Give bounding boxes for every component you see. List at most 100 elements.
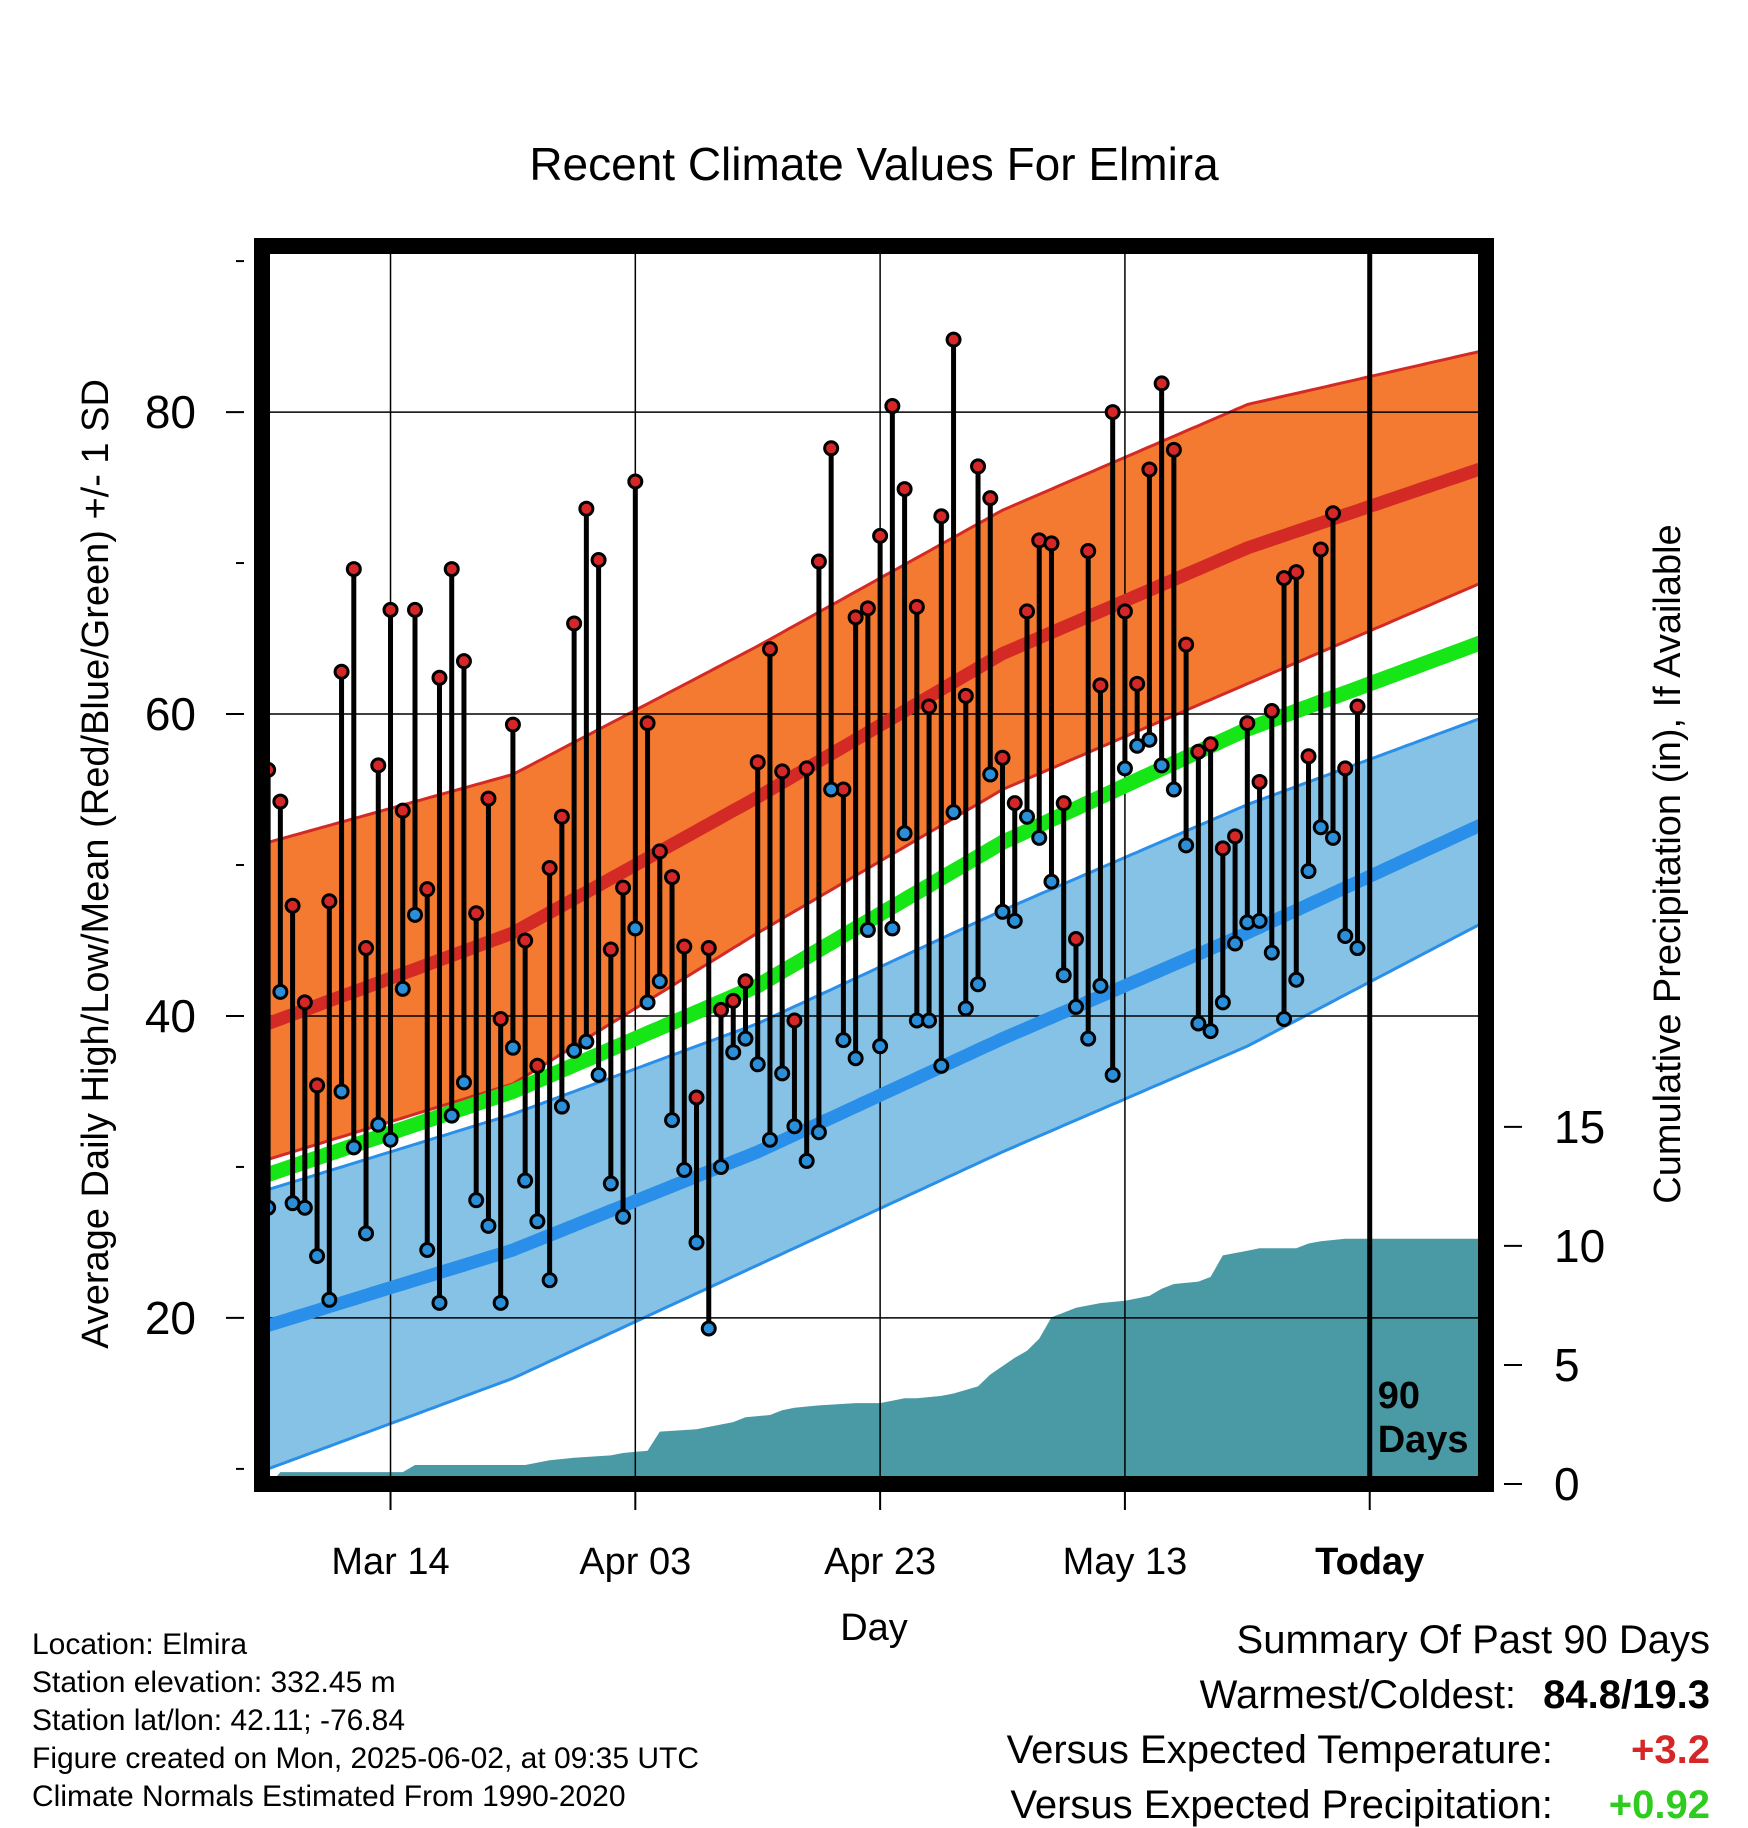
high-point [1153,375,1170,392]
high-point [1129,675,1146,692]
temp-label: Versus Expected Temperature: [1006,1728,1553,1772]
high-point [884,398,901,415]
low-point [1227,935,1244,952]
low-point [1141,731,1158,748]
high-point [284,897,301,914]
low-point [1202,1023,1219,1040]
high-point [1080,542,1097,559]
low-point [370,1116,387,1133]
high-point [1067,930,1084,947]
low-point [504,1039,521,1056]
temp-row: Versus Expected Temperature: +3.2 [1007,1728,1710,1773]
high-point [1251,773,1268,790]
low-point [737,1030,754,1047]
high-point [1104,404,1121,421]
low-point [529,1213,546,1230]
low-point [321,1291,338,1308]
low-point [517,1172,534,1189]
high-point [847,609,864,626]
high-point [602,941,619,958]
high-point [345,561,362,578]
low-point [982,766,999,783]
low-point [394,980,411,997]
low-point [615,1208,632,1225]
low-point [272,983,289,1000]
summary-title: Summary Of Past 90 Days [1236,1618,1710,1662]
low-point [419,1241,436,1258]
low-point [798,1152,815,1169]
high-point [480,790,497,807]
high-point [1300,748,1317,765]
high-point [1116,603,1133,620]
low-point [847,1050,864,1067]
high-point [761,641,778,658]
high-point [419,881,436,898]
low-point [786,1118,803,1135]
high-point [1190,743,1207,760]
high-point [921,698,938,715]
today-days-label: 90 [1378,1375,1420,1417]
low-point [541,1272,558,1289]
low-point [725,1044,742,1061]
precipitation-fill [268,1238,1480,1484]
low-point [1178,837,1195,854]
high-point [627,473,644,490]
chart-title: Recent Climate Values For Elmira [529,138,1219,190]
low-point [1288,971,1305,988]
low-point [713,1158,729,1175]
low-point [443,1107,460,1124]
high-point [664,869,681,886]
low-point [1092,977,1109,994]
daily-observations [262,331,1366,1337]
low-point [994,903,1011,920]
location-text: Location: Elmira [32,1628,248,1661]
high-sd-band [262,348,1486,1161]
high-point [896,481,913,498]
y2-tick-label: 5 [1554,1339,1580,1391]
y-axis-label: Average Daily High/Low/Mean (Red/Blue/Gr… [75,379,117,1349]
high-point [749,754,766,771]
x-tick-label: Apr 03 [579,1541,691,1583]
low-point [345,1139,362,1156]
low-point [859,921,876,938]
low-point [309,1248,326,1265]
high-point [994,749,1011,766]
high-point [517,932,534,949]
y-tick-label: 60 [145,688,196,740]
high-point [676,938,693,955]
station-info: Location: Elmira Station elevation: 332.… [32,1626,699,1816]
low-point [590,1066,607,1083]
warm-cold-row: Warmest/Coldest: 84.8/19.3 [1007,1673,1710,1718]
precip-label: Versus Expected Precipitation: [1010,1783,1553,1827]
high-point [1043,535,1060,552]
low-point [1251,912,1268,929]
high-point [358,940,375,957]
y-tick-label: 80 [145,386,196,438]
high-point [590,552,607,569]
low-point [1031,829,1048,846]
low-point [1116,760,1133,777]
low-point [1006,912,1023,929]
high-point [810,553,827,570]
low-point [1165,781,1182,798]
high-point [504,716,521,733]
low-point [1337,927,1354,944]
high-point [859,600,876,617]
low-point [382,1131,399,1148]
low-point [627,920,644,937]
high-point [1092,677,1109,694]
high-point [370,757,387,774]
high-point [639,715,656,732]
low-point [578,1033,595,1050]
high-point [455,653,472,670]
y2-axis-label: Cumulative Precipitation (in), If Availa… [1647,524,1689,1203]
low-point [688,1234,705,1251]
low-point [664,1112,681,1129]
temp-value: +3.2 [1631,1728,1710,1772]
high-point [933,508,950,525]
normals-text: Climate Normals Estimated From 1990-2020 [32,1780,626,1813]
high-point [688,1089,705,1106]
high-point [309,1077,326,1094]
